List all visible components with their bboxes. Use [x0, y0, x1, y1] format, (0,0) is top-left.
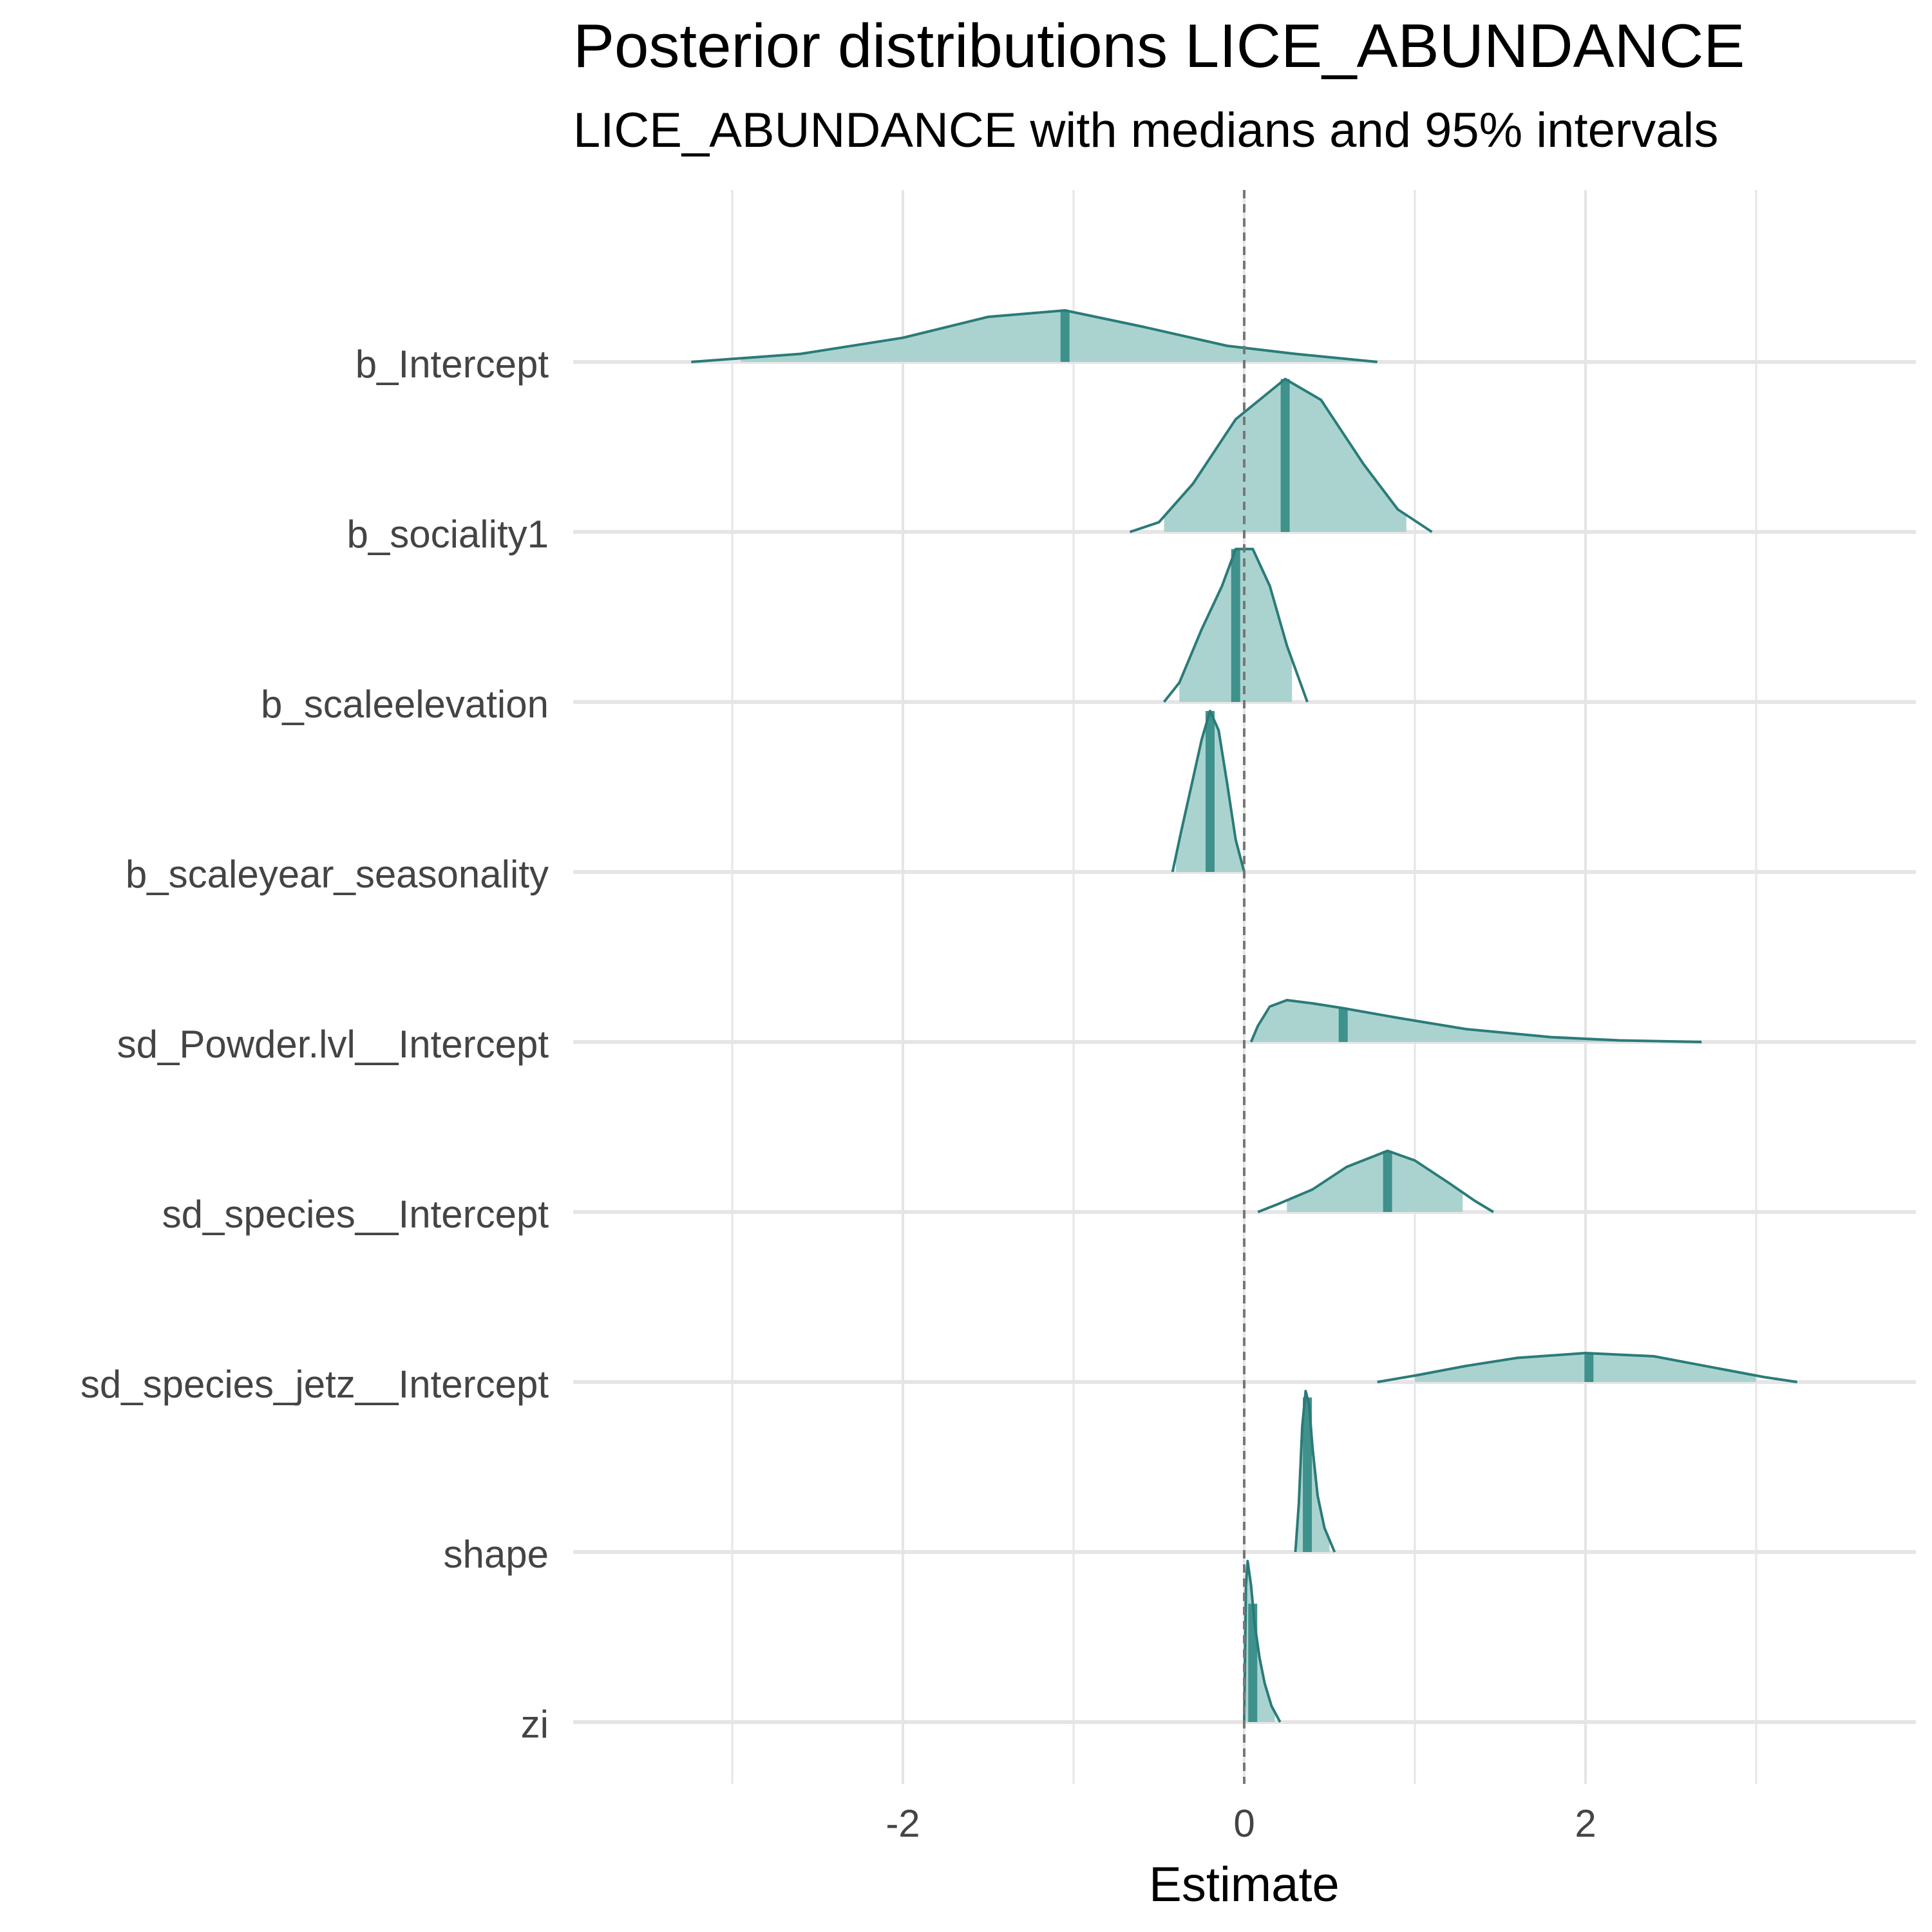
ridge-sd_Powder.lvl__Intercept [1249, 999, 1702, 1043]
y-tick-label: sd_species__Intercept [162, 1193, 549, 1236]
median-marker [1338, 1008, 1348, 1042]
y-tick-label: b_scaleyear_seasonality [126, 853, 549, 896]
median-marker [1383, 1151, 1392, 1212]
ridge-b_scaleelevation [1162, 547, 1309, 703]
median-marker [1303, 1397, 1312, 1552]
ridge-b_sociality1 [1129, 377, 1433, 533]
density-outline [1162, 547, 1309, 703]
median-marker [1206, 711, 1215, 872]
density-outline [1171, 710, 1245, 873]
y-tick-label: b_sociality1 [346, 513, 549, 556]
density-outline [1249, 999, 1702, 1043]
y-tick-label: zi [521, 1703, 549, 1746]
y-tick-label: b_scaleelevation [261, 683, 549, 726]
ridge-b_scaleyear_seasonality [1171, 710, 1245, 873]
y-axis-labels: b_Intercept b_sociality1 b_scaleelevationb… [80, 343, 549, 1746]
ridges [691, 190, 1797, 1784]
ridge-sd_species_jetz__Intercept [1377, 1352, 1797, 1383]
ridge-interval-area [1287, 1151, 1463, 1212]
density-outline [1129, 377, 1433, 533]
ridge-zi [1243, 1560, 1282, 1723]
x-tick-label: -2 [886, 1802, 920, 1845]
chart-subtitle: LICE_ABUNDANCE with medians and 95% inte… [573, 103, 1718, 158]
median-marker [1060, 310, 1070, 362]
density-outline [1257, 1150, 1494, 1213]
x-tick-label: 0 [1233, 1802, 1255, 1845]
ridge-interval-area [1251, 1001, 1702, 1042]
y-tick-label: sd_Powder.lvl__Intercept [117, 1023, 549, 1066]
y-tick-label: shape [444, 1533, 549, 1576]
median-marker [1231, 549, 1240, 702]
median-marker [1248, 1604, 1258, 1722]
median-marker [1280, 379, 1290, 532]
density-outline [1243, 1560, 1282, 1723]
chart-title: Posterior distributions LICE_ABUNDANCE [573, 12, 1745, 80]
x-axis-labels: -2 0 2 [886, 1802, 1596, 1845]
x-axis-title: Estimate [1149, 1857, 1340, 1912]
density-outline [691, 309, 1378, 363]
y-tick-label: sd_species_jetz__Intercept [80, 1363, 549, 1406]
x-tick-label: 2 [1575, 1802, 1596, 1845]
density-outline [1377, 1352, 1797, 1383]
density-outline [1294, 1390, 1336, 1553]
y-tick-label: b_Intercept [355, 343, 549, 386]
ridge-sd_species__Intercept [1257, 1150, 1494, 1213]
ridge-b_Intercept [691, 309, 1378, 363]
ridge-shape [1294, 1390, 1336, 1553]
median-marker [1584, 1353, 1594, 1382]
ridge-interval-area [741, 310, 1378, 362]
